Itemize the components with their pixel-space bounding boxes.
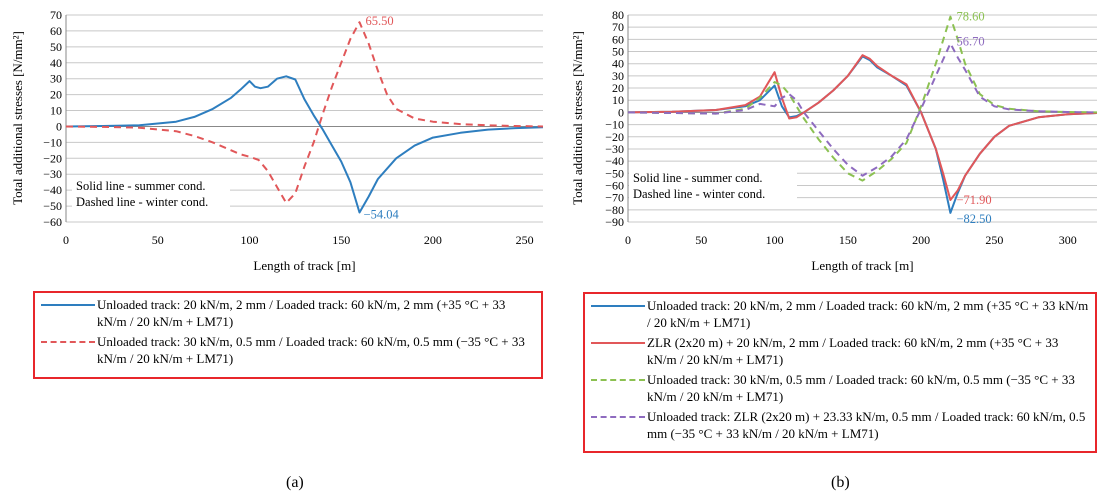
legend-label: Unloaded track: 30 kN/m, 0.5 mm / Loaded… [97,334,525,366]
y-axis-label: Total additional stresses [N/mm²] [570,31,585,205]
x-tick-label: 200 [912,233,930,247]
y-tick-label: 70 [50,8,62,22]
series-line-2 [627,54,1097,201]
x-tick-label: 50 [695,233,707,247]
y-tick-label: −10 [43,135,62,149]
y-axis-label: Total additional stresses [N/mm²] [10,31,25,205]
note-background [629,168,797,202]
y-tick-label: −80 [605,203,624,217]
legend-swatch [591,305,645,307]
x-tick-label: 0 [625,233,631,247]
y-tick-label: −40 [43,183,62,197]
legend-entry-1: Unloaded track: 20 kN/m, 2 mm / Loaded t… [39,296,537,330]
y-tick-label: −50 [43,199,62,213]
note-line: Solid line - summer cond. [633,171,763,185]
y-tick-label: 0 [618,105,624,119]
y-tick-label: 60 [50,24,62,38]
legend-label: Unloaded track: 30 kN/m, 0.5 mm / Loaded… [647,372,1075,404]
legend-entry-2: Unloaded track: 30 kN/m, 0.5 mm / Loaded… [39,333,537,367]
y-tick-label: 30 [612,69,624,83]
chart-panel-b: 80706050403020100−10−20−30−40−50−60−70−8… [570,8,1097,273]
y-tick-label: 10 [50,104,62,118]
y-tick-label: −30 [43,167,62,181]
data-label: −71.90 [956,193,991,207]
data-label: −82.50 [956,212,991,226]
data-label: 56.70 [956,34,984,48]
y-tick-label: 20 [612,81,624,95]
legend-label: Unloaded track: 20 kN/m, 2 mm / Loaded t… [647,298,1089,330]
legend-label: Unloaded track: ZLR (2x20 m) + 23.33 kN/… [647,409,1086,441]
legend-swatch [591,416,645,418]
y-tick-label: −50 [605,166,624,180]
condition-note: Solid line - summer cond. Dashed line - w… [72,176,230,210]
x-tick-label: 250 [985,233,1003,247]
legend-entry-1: Unloaded track: 20 kN/m, 2 mm / Loaded t… [589,297,1091,331]
legend-a: Unloaded track: 20 kN/m, 2 mm / Loaded t… [33,291,543,379]
note-line: Dashed line - winter cond. [633,187,765,201]
data-label: 78.60 [956,10,984,24]
series-line-2 [65,21,544,204]
x-axis-label: Length of track [m] [253,258,355,273]
y-tick-label: −60 [43,215,62,229]
y-tick-label: −20 [605,130,624,144]
legend-swatch [41,304,95,306]
legend-entry-4: Unloaded track: ZLR (2x20 m) + 23.33 kN/… [589,408,1091,442]
x-tick-label: 200 [424,233,442,247]
series-line-4 [627,42,1097,177]
y-tick-label: −30 [605,142,624,156]
note-line: Solid line - summer cond. [76,179,206,193]
note-line: Dashed line - winter cond. [76,195,208,209]
legend-label: ZLR (2x20 m) + 20 kN/m, 2 mm / Loaded tr… [647,335,1059,367]
y-tick-label: 40 [612,57,624,71]
legend-entry-3: Unloaded track: 30 kN/m, 0.5 mm / Loaded… [589,371,1091,405]
legend-label: Unloaded track: 20 kN/m, 2 mm / Loaded t… [97,297,506,329]
legend-b: Unloaded track: 20 kN/m, 2 mm / Loaded t… [583,292,1097,453]
note-background [72,176,230,210]
x-tick-label: 100 [766,233,784,247]
panel-label-a: (a) [286,474,304,491]
condition-note: Solid line - summer cond. Dashed line - w… [629,168,797,202]
x-tick-label: 0 [63,233,69,247]
y-tick-label: 50 [612,45,624,59]
x-tick-label: 50 [152,233,164,247]
y-tick-label: −40 [605,154,624,168]
x-tick-label: 250 [516,233,534,247]
legend-entry-2: ZLR (2x20 m) + 20 kN/m, 2 mm / Loaded tr… [589,334,1091,368]
x-tick-label: 100 [240,233,258,247]
data-label: 65.50 [366,14,394,28]
y-tick-label: 0 [56,119,62,133]
x-axis-label: Length of track [m] [811,258,913,273]
y-tick-label: −60 [605,178,624,192]
data-label: −54.04 [364,208,400,222]
legend-swatch [591,342,645,344]
y-tick-label: −90 [605,215,624,229]
panel-label-b: (b) [831,474,850,491]
x-tick-label: 150 [839,233,857,247]
y-tick-label: 30 [50,72,62,86]
y-tick-label: 40 [50,56,62,70]
y-tick-label: 70 [612,20,624,34]
x-tick-label: 150 [332,233,350,247]
y-tick-label: 50 [50,40,62,54]
series-line-3 [627,15,1097,182]
series-line-1 [65,75,544,214]
y-tick-label: −10 [605,118,624,132]
legend-swatch [591,379,645,381]
y-tick-label: −20 [43,151,62,165]
y-tick-label: 80 [612,8,624,22]
y-tick-label: 60 [612,32,624,46]
y-tick-label: 10 [612,93,624,107]
y-tick-label: 20 [50,88,62,102]
y-tick-label: −70 [605,191,624,205]
legend-swatch [41,341,95,343]
x-tick-label: 300 [1059,233,1077,247]
